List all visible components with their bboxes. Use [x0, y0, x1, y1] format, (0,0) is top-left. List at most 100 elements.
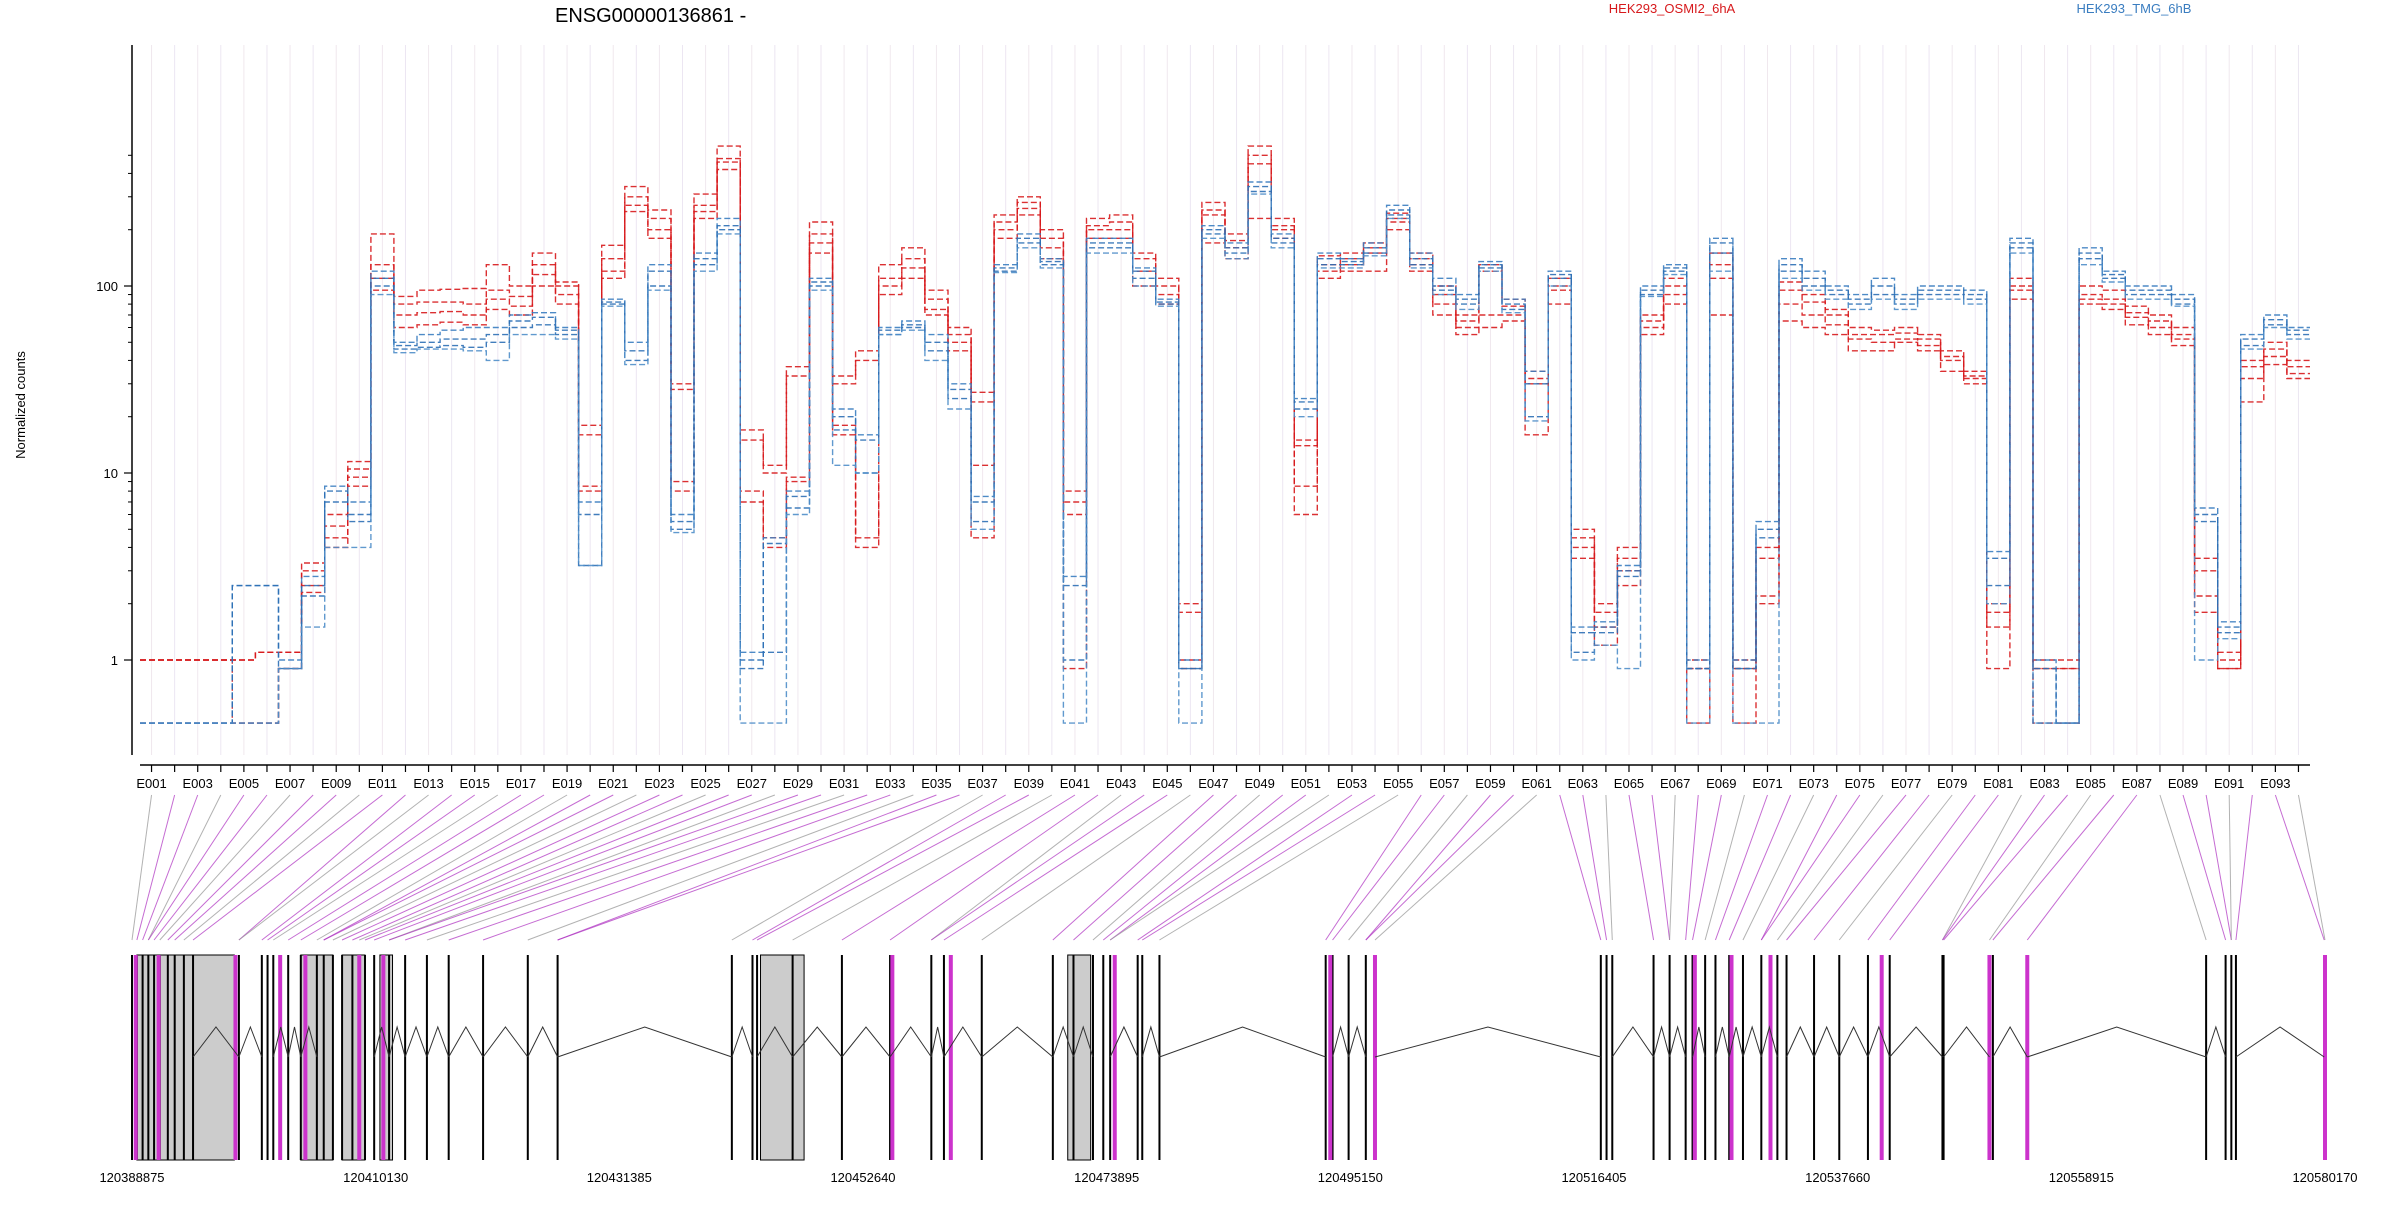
x-tick-label: E033 — [875, 776, 905, 791]
exon-connector — [136, 794, 176, 941]
exon-bar — [1324, 955, 1327, 1160]
exon-connector — [147, 794, 222, 941]
exon-bar — [173, 955, 176, 1160]
x-tick-label: E015 — [460, 776, 490, 791]
x-tick-label: E007 — [275, 776, 305, 791]
exon-connector — [1052, 794, 1214, 941]
exon-connector — [1714, 794, 1768, 941]
series-line — [140, 181, 2310, 724]
exon-connector — [1325, 794, 1422, 941]
exon-bar — [266, 955, 269, 1160]
exon-bar — [1776, 955, 1779, 1160]
exon-block — [341, 954, 366, 1161]
exon-bar — [526, 955, 529, 1160]
x-tick-label: E069 — [1706, 776, 1736, 791]
exon-bar — [1741, 955, 1744, 1160]
x-tick-label: E089 — [2168, 776, 2198, 791]
intron-line — [1992, 1025, 2028, 1058]
series-line — [140, 185, 2310, 724]
exon-connector — [1760, 794, 1861, 941]
exon-highlight — [1692, 955, 1697, 1160]
exon-bar — [1141, 955, 1144, 1160]
intron-line — [1653, 1025, 1671, 1058]
genome-tick-label: 120452640 — [830, 1170, 895, 1185]
intron-line — [1669, 1025, 1687, 1058]
exon-highlight — [303, 955, 308, 1160]
x-tick-label: E019 — [552, 776, 582, 791]
exon-connector — [1992, 794, 2115, 941]
exon-connector — [931, 794, 1122, 941]
exon-connector — [2235, 794, 2253, 941]
exon-connector — [373, 794, 752, 941]
exon-connector — [332, 794, 637, 941]
exon-connector — [2182, 794, 2227, 941]
exon-connector — [174, 794, 337, 941]
intron-line — [527, 1025, 559, 1058]
intron-line — [557, 1026, 733, 1058]
exon-bar — [1109, 955, 1112, 1160]
exon-bar — [1941, 955, 1944, 1160]
intron-line — [1374, 1026, 1601, 1058]
exon-connector — [2159, 794, 2207, 941]
exon-bar — [1611, 955, 1614, 1160]
intron-line — [373, 1026, 390, 1058]
intron-line — [1109, 1025, 1139, 1058]
exon-connector — [792, 794, 1053, 941]
intron-line — [1867, 1025, 1891, 1058]
genome-axis: 120388875 120410130 120431385 120452640 1204… — [99, 1170, 2357, 1185]
exon-connector — [1365, 794, 1514, 941]
intron-line — [482, 1026, 529, 1058]
exon-connector — [1109, 794, 1307, 941]
exon-bar — [373, 955, 376, 1160]
intron-line — [300, 1025, 318, 1058]
exon-highlight — [1372, 955, 1377, 1160]
x-tick-label: E023 — [644, 776, 674, 791]
x-tick-label: E031 — [829, 776, 859, 791]
intron-line — [2205, 1025, 2227, 1058]
x-tick-label: E093 — [2260, 776, 2290, 791]
exon-highlight — [2323, 955, 2327, 1160]
exon-bar — [131, 955, 133, 1160]
exon-connector — [448, 794, 868, 941]
exon-highlight — [233, 955, 238, 1160]
x-tick-label: E025 — [690, 776, 720, 791]
series-line — [140, 161, 2310, 724]
exon-bar — [942, 955, 945, 1160]
exon-bar — [1888, 955, 1891, 1160]
exon-connector — [1704, 794, 1745, 941]
intron-line — [1052, 1025, 1074, 1058]
exon-connector — [1092, 794, 1260, 941]
exon-connector — [1786, 794, 1907, 941]
exon-connector — [756, 794, 1030, 941]
x-tick-label: E041 — [1060, 776, 1090, 791]
exon-connector — [557, 794, 937, 941]
exon-connector — [2205, 794, 2232, 941]
exon-highlight — [278, 955, 283, 1160]
exon-bar — [341, 955, 344, 1160]
exon-connector — [1943, 794, 2068, 941]
x-tick-label: E059 — [1475, 776, 1505, 791]
exon-connectors — [131, 794, 2326, 941]
intron-line — [930, 1026, 945, 1058]
x-tick-label: E071 — [1752, 776, 1782, 791]
exon-bar — [1652, 955, 1655, 1160]
exon-connector — [287, 794, 522, 941]
exon-connector — [238, 794, 406, 941]
exon-bar — [1051, 955, 1054, 1160]
exon-highlight — [1112, 955, 1117, 1160]
intron-line — [1760, 1025, 1778, 1058]
exon-connector — [1141, 794, 1376, 941]
exon-bar — [1347, 955, 1350, 1160]
exon-connector — [300, 794, 545, 941]
exon-bar — [141, 955, 144, 1160]
exon-highlight — [1768, 955, 1773, 1160]
intron-line — [238, 1025, 263, 1058]
exon-bar — [322, 955, 325, 1160]
x-tick-label: E065 — [1614, 776, 1644, 791]
exon-bar — [1728, 955, 1731, 1160]
exon-bar — [751, 955, 754, 1160]
intron-line — [2235, 1026, 2325, 1058]
x-tick-label: E087 — [2122, 776, 2152, 791]
exon-connector — [1669, 794, 1676, 941]
series-line — [140, 193, 2310, 724]
